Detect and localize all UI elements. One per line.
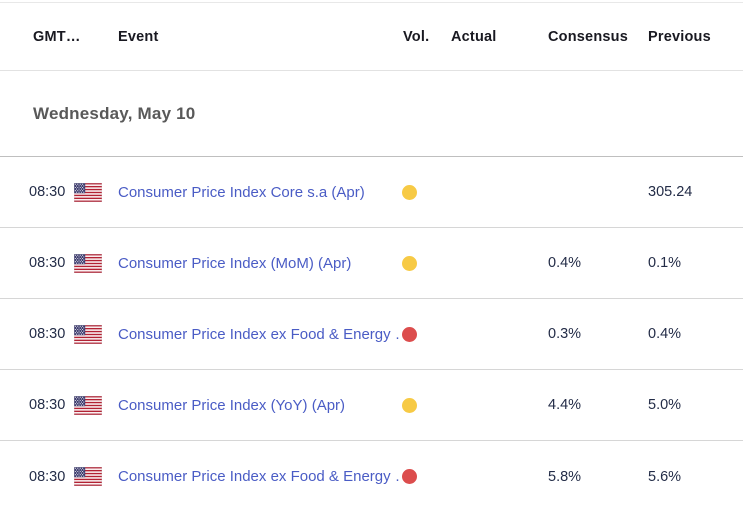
us-flag-icon — [74, 182, 102, 202]
table-header-row: GMT… Event Vol. Actual Consensus Previou… — [0, 3, 743, 71]
event-row: 08:30 — [0, 228, 743, 299]
event-link[interactable]: Consumer Price Index Core s.a (Apr) — [118, 183, 365, 201]
consensus-value: 0.4% — [548, 255, 582, 271]
previous-value: 0.4% — [648, 326, 682, 342]
column-header-actual: Actual — [451, 28, 497, 45]
event-link[interactable]: Consumer Price Index (YoY) (Apr) — [118, 396, 346, 414]
event-time: 08:30 — [29, 468, 66, 485]
previous-value: 5.6% — [648, 468, 682, 485]
event-link[interactable]: Consumer Price Index ex Food & Energy … — [118, 468, 400, 485]
volatility-dot — [402, 255, 417, 271]
event-time: 08:30 — [29, 255, 66, 271]
event-row: 08:30 — [0, 370, 743, 441]
event-link[interactable]: Consumer Price Index (MoM) (Apr) — [118, 254, 352, 272]
volatility-dot — [402, 326, 417, 342]
us-flag-icon — [74, 467, 102, 486]
event-row: 08:30 — [0, 441, 743, 512]
volatility-dot — [402, 469, 417, 484]
column-header-previous: Previous — [648, 28, 711, 45]
event-time: 08:30 — [29, 326, 66, 342]
previous-value: 5.0% — [648, 397, 682, 413]
us-flag-icon — [74, 395, 102, 415]
consensus-value: 4.4% — [548, 397, 582, 413]
us-flag-icon — [74, 253, 102, 273]
column-header-vol: Vol. — [403, 28, 430, 45]
volatility-dot — [402, 184, 417, 200]
consensus-value: 0.3% — [548, 326, 582, 342]
volatility-dot — [402, 397, 417, 413]
previous-value: 305.24 — [648, 184, 693, 200]
us-flag-icon — [74, 324, 102, 344]
event-link[interactable]: Consumer Price Index ex Food & Energy … — [118, 325, 400, 343]
event-time: 08:30 — [29, 184, 66, 200]
date-group-label: Wednesday, May 10 — [33, 103, 196, 123]
column-header-event: Event — [118, 28, 159, 45]
column-header-gmt[interactable]: GMT… — [33, 28, 81, 45]
event-row: 08:30 — [0, 299, 743, 370]
column-header-consensus: Consensus — [548, 28, 628, 45]
event-rows-container: 08:30 — [0, 157, 743, 512]
date-group-row: Wednesday, May 10 — [0, 71, 743, 157]
event-time: 08:30 — [29, 397, 66, 413]
consensus-value: 5.8% — [548, 468, 582, 485]
previous-value: 0.1% — [648, 255, 682, 271]
event-row: 08:30 — [0, 157, 743, 228]
